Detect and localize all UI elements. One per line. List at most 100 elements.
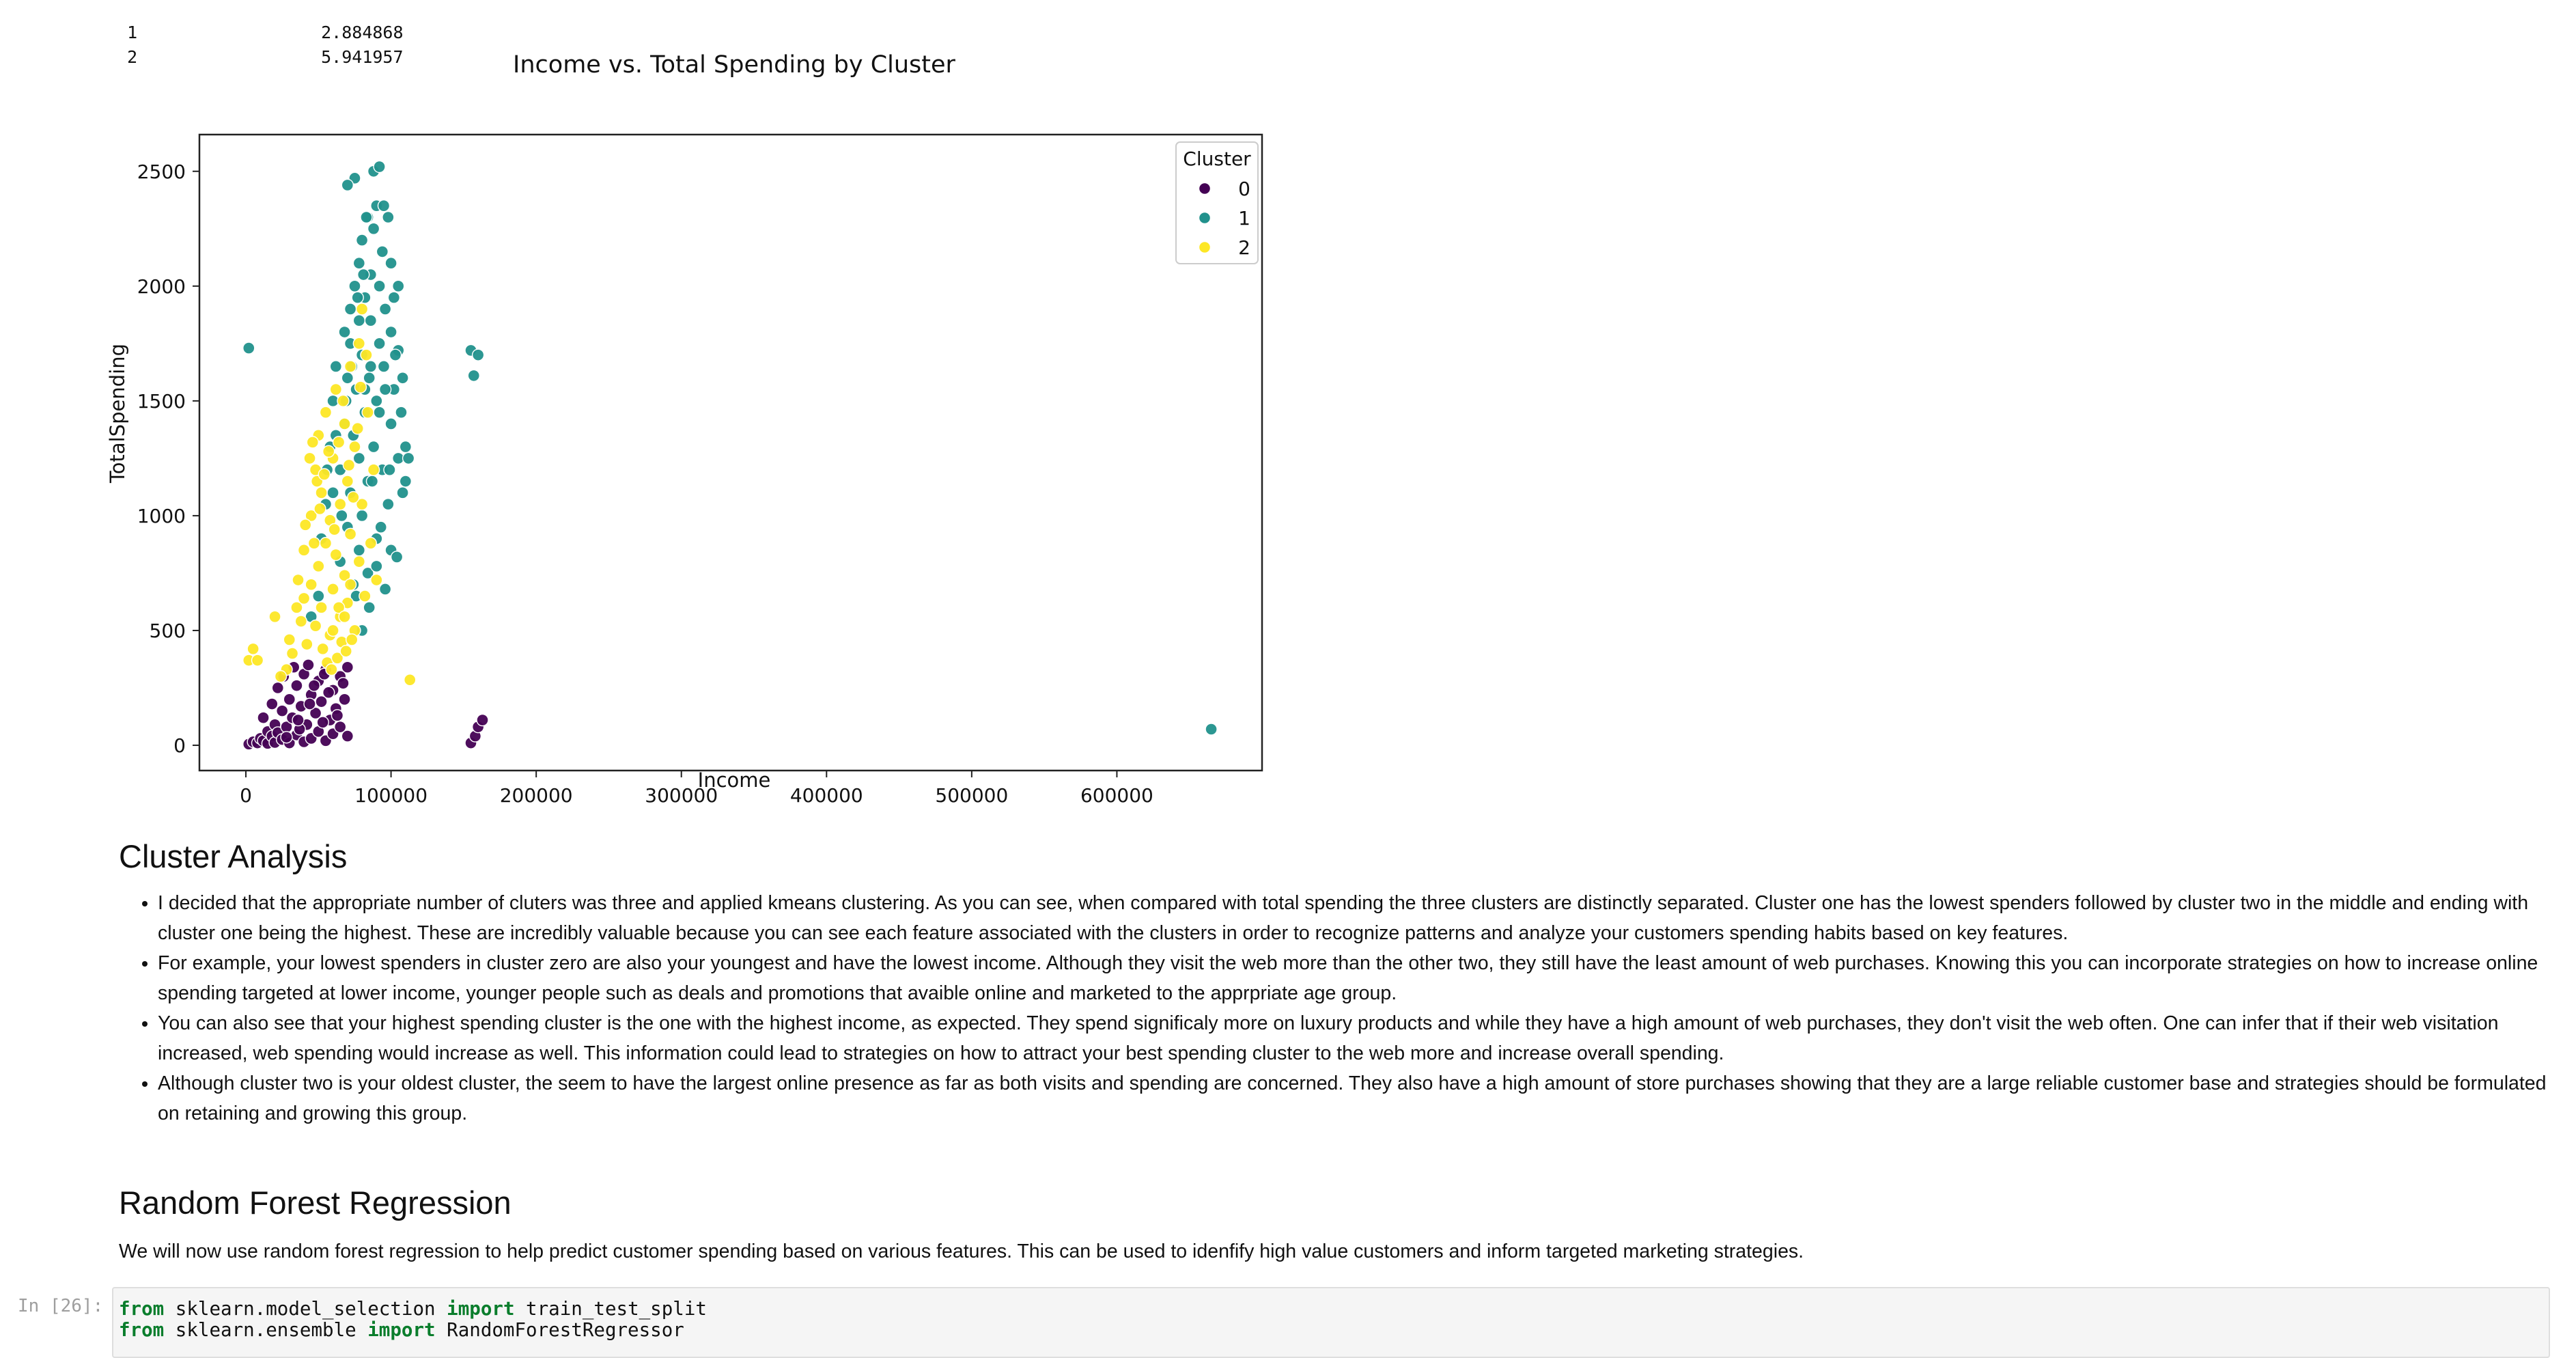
- data-point-cluster-2: [338, 417, 351, 430]
- data-point-cluster-2: [315, 601, 328, 614]
- data-point-cluster-2: [352, 555, 366, 568]
- data-point-cluster-2: [338, 569, 351, 582]
- data-point-cluster-2: [339, 645, 352, 658]
- data-point-cluster-0: [302, 659, 315, 671]
- code-line: from sklearn.model_selection import trai…: [119, 1298, 707, 1320]
- data-point-cluster-1: [357, 268, 370, 281]
- legend-marker-1: [1198, 211, 1212, 225]
- data-point-cluster-2: [345, 633, 359, 646]
- y-tick-label: 500: [150, 620, 186, 642]
- data-point-cluster-1: [351, 291, 364, 304]
- code-module: sklearn.ensemble: [164, 1319, 368, 1341]
- data-point-cluster-2: [274, 669, 288, 683]
- data-point-cluster-2: [297, 592, 311, 605]
- data-point-cluster-0: [309, 706, 322, 720]
- data-point-cluster-2: [283, 633, 296, 646]
- plot-frame: [198, 133, 1263, 772]
- data-point-cluster-2: [319, 406, 333, 419]
- output-row-value: 2.884868: [300, 0, 404, 44]
- data-point-cluster-1: [335, 509, 348, 523]
- data-point-cluster-1: [373, 160, 386, 174]
- code-keyword: from: [119, 1298, 165, 1320]
- data-point-cluster-2: [332, 436, 346, 449]
- data-point-cluster-2: [359, 590, 372, 602]
- code-cell-input[interactable]: [112, 1287, 2550, 1358]
- data-point-cluster-2: [355, 497, 369, 511]
- data-point-cluster-2: [351, 422, 364, 435]
- data-point-cluster-1: [471, 348, 485, 361]
- data-point-cluster-0: [257, 711, 270, 724]
- data-point-cluster-2: [344, 527, 357, 541]
- data-point-cluster-1: [370, 559, 383, 573]
- data-point-cluster-1: [373, 406, 386, 419]
- data-point-cluster-2: [305, 509, 318, 523]
- x-tick-label: 400000: [790, 784, 863, 806]
- data-point-cluster-2: [325, 663, 338, 676]
- output-value: 2.884868: [321, 23, 404, 42]
- data-point-cluster-1: [352, 452, 366, 465]
- legend-label: 2: [1238, 236, 1250, 259]
- data-point-cluster-2: [331, 652, 344, 665]
- data-point-cluster-2: [367, 463, 380, 476]
- data-point-cluster-2: [354, 380, 367, 393]
- code-name: train_test_split: [514, 1298, 707, 1320]
- data-point-cluster-1: [376, 245, 389, 258]
- data-point-cluster-1: [396, 372, 409, 385]
- cell-prompt: In [26]:: [18, 1296, 104, 1316]
- legend-box: [1175, 141, 1259, 264]
- data-point-cluster-1: [355, 234, 369, 247]
- data-point-cluster-1: [399, 440, 412, 454]
- data-point-cluster-2: [338, 610, 351, 624]
- data-point-cluster-0: [476, 713, 489, 727]
- data-point-cluster-1: [378, 303, 392, 316]
- code-name: RandomForestRegressor: [435, 1319, 684, 1341]
- data-point-cluster-2: [292, 573, 305, 587]
- data-point-cluster-2: [315, 486, 328, 499]
- list-item: Although cluster two is your oldest clus…: [158, 1068, 2568, 1128]
- data-point-cluster-2: [326, 624, 339, 637]
- data-point-cluster-2: [347, 490, 360, 504]
- data-point-cluster-1: [352, 544, 366, 557]
- data-point-cluster-1: [384, 257, 397, 270]
- data-point-cluster-1: [370, 394, 383, 408]
- x-tick-label: 200000: [500, 784, 573, 806]
- data-point-cluster-0: [341, 730, 354, 743]
- data-point-cluster-1: [382, 210, 395, 224]
- data-point-cluster-2: [344, 360, 357, 373]
- data-point-cluster-2: [298, 518, 312, 531]
- data-point-cluster-1: [373, 279, 386, 293]
- output-row: 1: [107, 0, 137, 44]
- data-point-cluster-1: [383, 463, 396, 476]
- data-point-cluster-1: [382, 497, 395, 511]
- data-point-cluster-1: [352, 257, 366, 270]
- legend-label: 0: [1238, 178, 1250, 200]
- data-point-cluster-2: [364, 537, 378, 550]
- data-point-cluster-1: [390, 551, 404, 564]
- list-item: I decided that the appropriate number of…: [158, 888, 2568, 948]
- data-point-cluster-1: [355, 509, 369, 523]
- legend-marker-2: [1198, 240, 1212, 254]
- data-point-cluster-2: [326, 583, 339, 596]
- data-point-cluster-2: [313, 502, 326, 516]
- data-point-cluster-2: [297, 544, 311, 557]
- list-item: You can also see that your highest spend…: [158, 1008, 2568, 1068]
- data-point-cluster-1: [373, 337, 386, 350]
- y-tick-label: 2000: [137, 275, 186, 298]
- data-point-cluster-2: [306, 436, 320, 449]
- data-point-cluster-1: [392, 279, 405, 293]
- data-point-cluster-2: [303, 452, 316, 465]
- data-point-cluster-1: [384, 325, 397, 339]
- data-point-cluster-1: [377, 199, 391, 212]
- x-tick-label: 300000: [645, 784, 718, 806]
- x-tick-label: 500000: [935, 784, 1008, 806]
- data-point-cluster-2: [348, 440, 361, 454]
- data-point-cluster-1: [387, 291, 401, 304]
- data-point-cluster-2: [247, 642, 260, 656]
- output-value: 5.941957: [321, 47, 404, 67]
- data-point-cluster-2: [318, 468, 331, 481]
- code-keyword: from: [119, 1319, 165, 1341]
- y-tick-label: 1000: [137, 505, 186, 527]
- data-point-cluster-0: [331, 709, 344, 722]
- data-point-cluster-1: [374, 521, 387, 534]
- data-point-cluster-2: [316, 642, 329, 656]
